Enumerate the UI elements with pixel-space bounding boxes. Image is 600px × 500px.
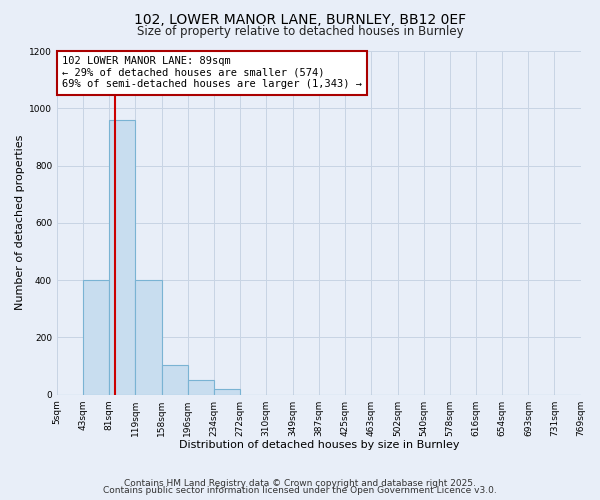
X-axis label: Distribution of detached houses by size in Burnley: Distribution of detached houses by size …	[179, 440, 459, 450]
Bar	[162, 364, 188, 394]
Bar	[188, 380, 214, 394]
Text: Size of property relative to detached houses in Burnley: Size of property relative to detached ho…	[137, 25, 463, 38]
Bar	[135, 280, 162, 394]
Text: Contains HM Land Registry data © Crown copyright and database right 2025.: Contains HM Land Registry data © Crown c…	[124, 478, 476, 488]
Bar	[214, 389, 240, 394]
Y-axis label: Number of detached properties: Number of detached properties	[15, 135, 25, 310]
Bar	[83, 280, 109, 394]
Bar	[109, 120, 135, 394]
Text: 102 LOWER MANOR LANE: 89sqm
← 29% of detached houses are smaller (574)
69% of se: 102 LOWER MANOR LANE: 89sqm ← 29% of det…	[62, 56, 362, 90]
Text: 102, LOWER MANOR LANE, BURNLEY, BB12 0EF: 102, LOWER MANOR LANE, BURNLEY, BB12 0EF	[134, 12, 466, 26]
Text: Contains public sector information licensed under the Open Government Licence v3: Contains public sector information licen…	[103, 486, 497, 495]
